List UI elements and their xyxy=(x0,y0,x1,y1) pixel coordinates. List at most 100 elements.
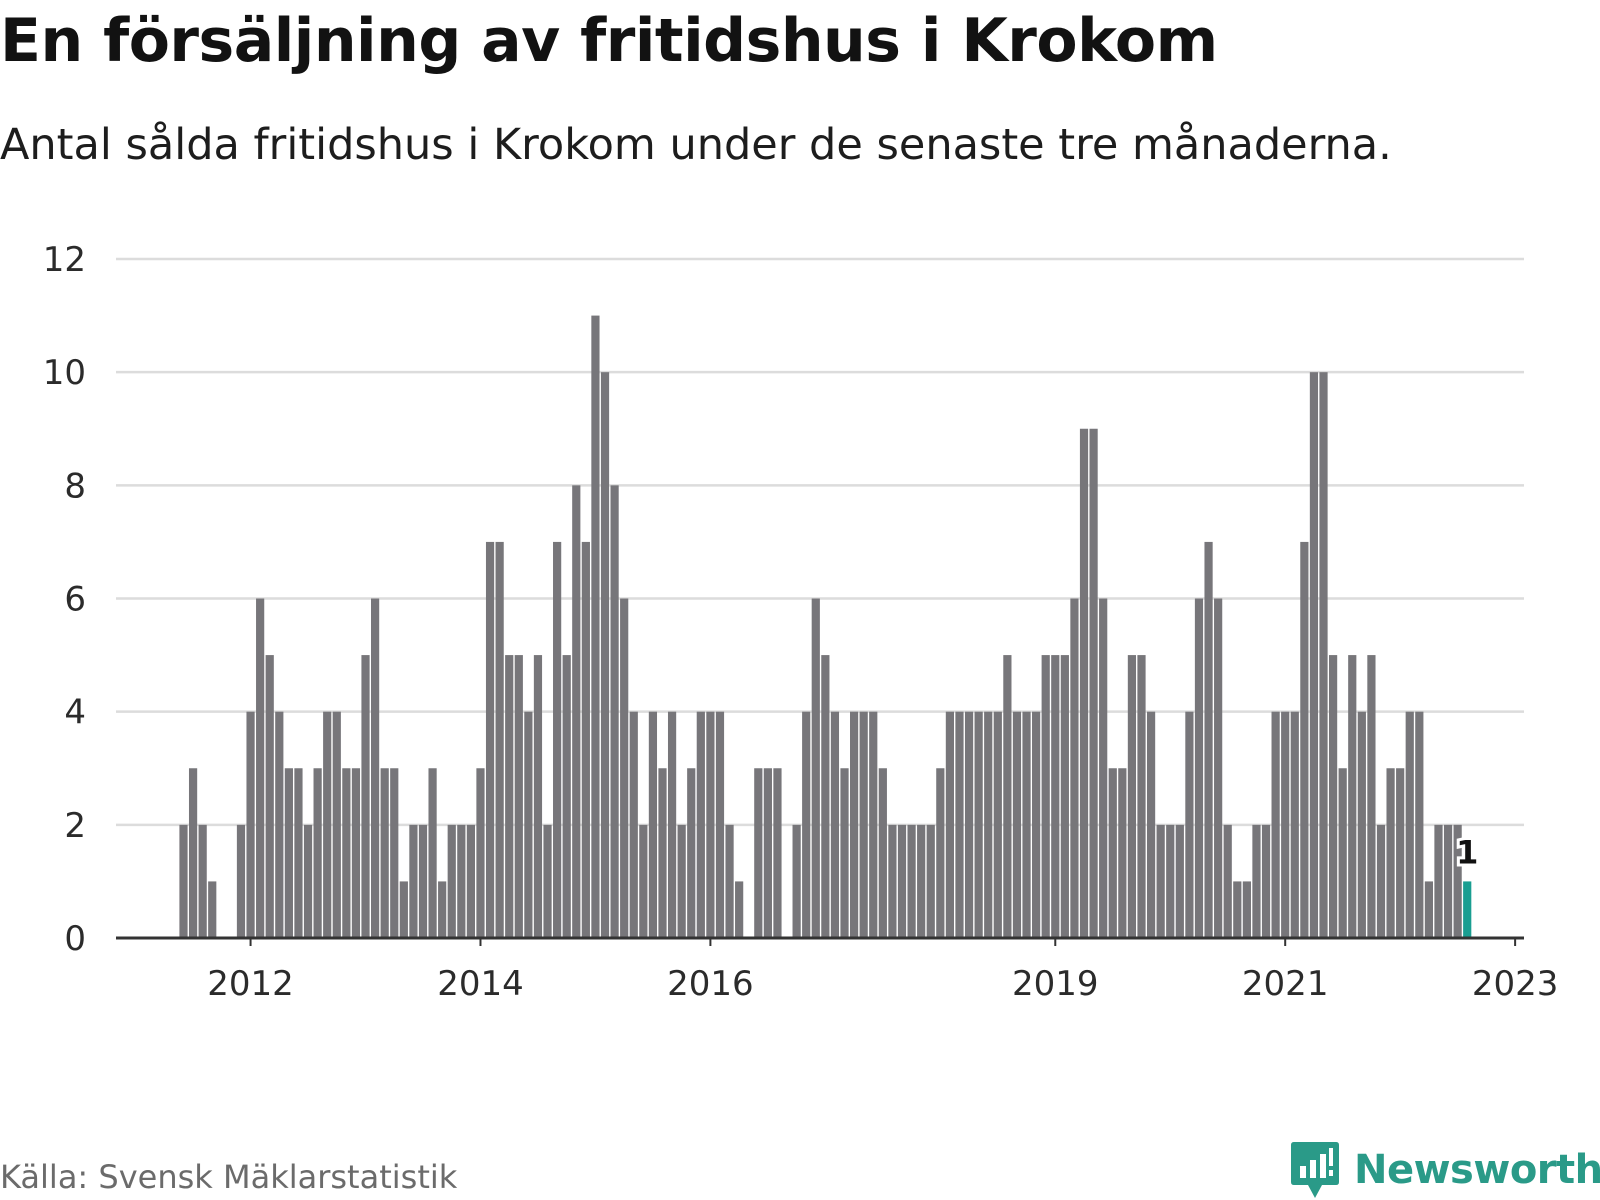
bar xyxy=(687,768,696,938)
bar xyxy=(399,881,408,938)
bar xyxy=(1223,824,1232,938)
bar xyxy=(993,711,1002,938)
bar xyxy=(361,655,370,938)
bar xyxy=(792,824,801,938)
bar xyxy=(1357,711,1366,938)
bar xyxy=(802,711,811,938)
y-tick-label-12: 12 xyxy=(43,240,86,280)
bar xyxy=(964,711,974,938)
bar xyxy=(936,768,945,938)
bar xyxy=(294,768,303,938)
x-tick-label-2012: 2012 xyxy=(207,964,294,1004)
x-tick-label-2019: 2019 xyxy=(1012,964,1099,1004)
bar xyxy=(1012,711,1022,938)
bar xyxy=(1405,711,1414,938)
bar xyxy=(773,768,782,938)
x-tick-label-2014: 2014 xyxy=(437,964,524,1004)
y-tick-label-10: 10 xyxy=(43,353,86,393)
brand[interactable]: Newsworthy xyxy=(1290,1140,1600,1200)
bar xyxy=(418,824,428,938)
bar xyxy=(275,711,284,938)
bar xyxy=(859,711,868,938)
bar xyxy=(1348,655,1357,938)
bar xyxy=(763,768,772,938)
bar xyxy=(830,711,840,938)
y-tick-label-0: 0 xyxy=(64,919,86,959)
bar xyxy=(351,768,361,938)
bar xyxy=(1233,881,1242,938)
bar xyxy=(1032,711,1041,938)
x-axis: 2012 2014 2016 2019 2021 2023 xyxy=(116,936,1558,1004)
bar xyxy=(945,711,954,938)
bar xyxy=(524,711,533,938)
bar xyxy=(208,881,217,938)
bar xyxy=(926,824,935,938)
bar xyxy=(706,711,715,938)
brand-name: Newsworthy xyxy=(1354,1147,1600,1193)
y-tick-label-4: 4 xyxy=(64,693,86,733)
bar xyxy=(1338,768,1347,938)
bar xyxy=(667,711,677,938)
bar xyxy=(1051,655,1060,938)
bar xyxy=(1108,768,1117,938)
bar xyxy=(696,711,705,938)
data-labels: 1 xyxy=(1453,830,1481,874)
bar xyxy=(610,485,619,938)
bar xyxy=(1089,428,1098,938)
y-tick-label-6: 6 xyxy=(64,580,86,620)
bar xyxy=(869,711,878,938)
x-tick-label-2016: 2016 xyxy=(667,964,754,1004)
bar xyxy=(1443,824,1453,938)
bar xyxy=(1060,655,1069,938)
bar xyxy=(246,711,255,938)
bar xyxy=(1175,824,1184,938)
bar xyxy=(974,711,983,938)
bar xyxy=(1367,655,1376,938)
bar xyxy=(917,824,926,938)
bar xyxy=(715,711,725,938)
bar xyxy=(553,541,562,938)
bar xyxy=(658,768,667,938)
newsworthy-logo-icon xyxy=(1291,1142,1339,1198)
bar xyxy=(543,824,552,938)
bar xyxy=(677,824,686,938)
bar-highlight xyxy=(1463,881,1472,938)
bar xyxy=(1022,711,1031,938)
bar xyxy=(1415,711,1424,938)
bar xyxy=(236,824,246,938)
bar xyxy=(955,711,964,938)
bar xyxy=(821,655,830,938)
bar xyxy=(323,711,332,938)
bar xyxy=(888,824,897,938)
bar xyxy=(600,372,610,938)
bar xyxy=(179,824,188,938)
bar xyxy=(648,711,658,938)
bar xyxy=(256,598,265,938)
bar xyxy=(284,768,293,938)
bar xyxy=(428,768,437,938)
bar xyxy=(1434,824,1443,938)
bar xyxy=(725,824,734,938)
bar xyxy=(1319,372,1328,938)
source-note: Källa: Svensk Mäklarstatistik xyxy=(0,1158,458,1196)
bar xyxy=(1329,655,1338,938)
bar xyxy=(629,711,638,938)
bar xyxy=(1376,824,1386,938)
bar xyxy=(1041,655,1050,938)
bar xyxy=(1156,824,1165,938)
bar xyxy=(371,598,380,938)
y-tick-label-2: 2 xyxy=(64,806,86,846)
bar xyxy=(1099,598,1108,938)
bar xyxy=(1300,541,1309,938)
bar xyxy=(409,824,418,938)
bar xyxy=(1261,824,1271,938)
bar xyxy=(1242,881,1251,938)
bar xyxy=(1079,428,1089,938)
bar xyxy=(897,824,907,938)
bar xyxy=(1194,598,1204,938)
y-tick-label-8: 8 xyxy=(64,466,86,506)
bar xyxy=(1386,768,1395,938)
bar xyxy=(1214,598,1223,938)
bar xyxy=(1003,655,1012,938)
bar xyxy=(1204,541,1213,938)
